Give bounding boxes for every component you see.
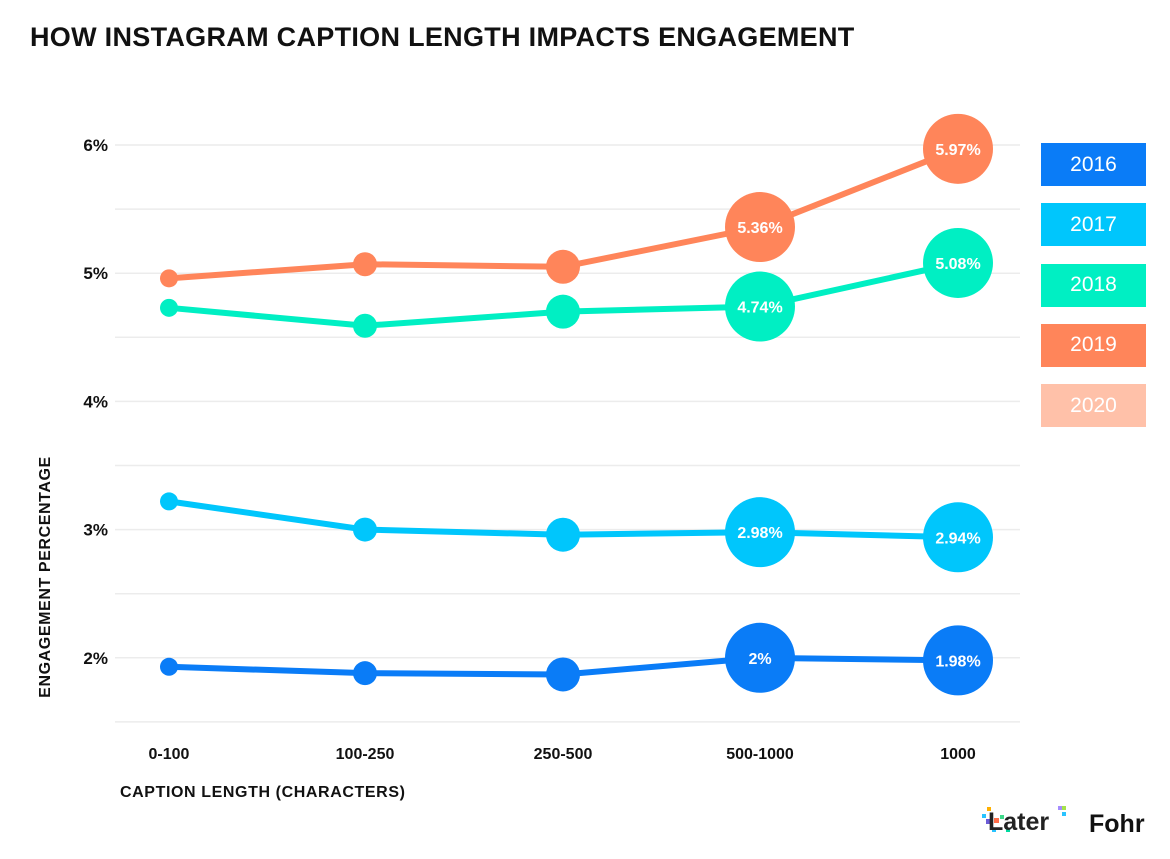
data-point-2019: [160, 269, 178, 288]
data-label: 5.08%: [935, 256, 980, 273]
data-point-2017: [546, 517, 580, 552]
data-point-2017: [353, 517, 377, 542]
data-point-2016: [353, 661, 377, 686]
x-tick-label: 500-1000: [726, 746, 794, 763]
data-point-2016: [725, 622, 795, 693]
data-point-2017: [923, 502, 993, 573]
data-label: 1.98%: [935, 653, 980, 670]
data-point-2017: [725, 497, 795, 568]
data-point-2019: [923, 113, 993, 184]
data-point-2019: [546, 249, 580, 284]
x-tick-label: 250-500: [534, 746, 593, 763]
data-label: 5.97%: [935, 142, 980, 159]
data-point-2018: [546, 294, 580, 329]
data-label: 2%: [748, 651, 771, 668]
data-label: 5.36%: [737, 220, 782, 237]
legend-item-2016: 2016: [1041, 143, 1146, 186]
data-point-2016: [160, 657, 178, 676]
data-label: 2.94%: [935, 530, 980, 547]
data-point-2018: [160, 298, 178, 317]
data-label: 2.98%: [737, 525, 782, 542]
x-tick-label: 0-100: [149, 746, 190, 763]
later-logo: Later: [982, 806, 1066, 837]
x-tick-label: 1000: [940, 746, 976, 763]
data-label: 4.74%: [737, 300, 782, 317]
data-point-2019: [353, 252, 377, 277]
data-point-2017: [160, 492, 178, 511]
fohr-logo: Fohr: [1089, 810, 1145, 838]
legend-item-2017: 2017: [1041, 203, 1146, 247]
legend-item-2019: 2019: [1041, 323, 1146, 367]
y-tick-label: 5%: [83, 264, 108, 283]
chart-title: HOW INSTAGRAM CAPTION LENGTH IMPACTS ENG…: [30, 22, 855, 52]
data-point-2018: [725, 271, 795, 342]
y-axis-label: ENGAGEMENT PERCENTAGE: [37, 456, 54, 698]
legend-item-2018: 2018: [1041, 263, 1146, 307]
data-point-2016: [923, 625, 993, 696]
y-tick-label: 2%: [83, 649, 108, 668]
y-tick-label: 3%: [83, 521, 108, 540]
data-point-2019: [725, 192, 795, 263]
legend-item-2020: 2020: [1041, 384, 1146, 428]
x-tick-label: 100-250: [336, 746, 395, 763]
data-point-2018: [353, 313, 377, 338]
y-tick-label: 4%: [83, 392, 108, 411]
data-point-2018: [923, 227, 993, 298]
data-point-2016: [546, 657, 580, 692]
later-logo-pixels: [982, 806, 1066, 832]
y-tick-label: 6%: [83, 136, 108, 155]
x-axis-label: CAPTION LENGTH (CHARACTERS): [120, 784, 406, 801]
